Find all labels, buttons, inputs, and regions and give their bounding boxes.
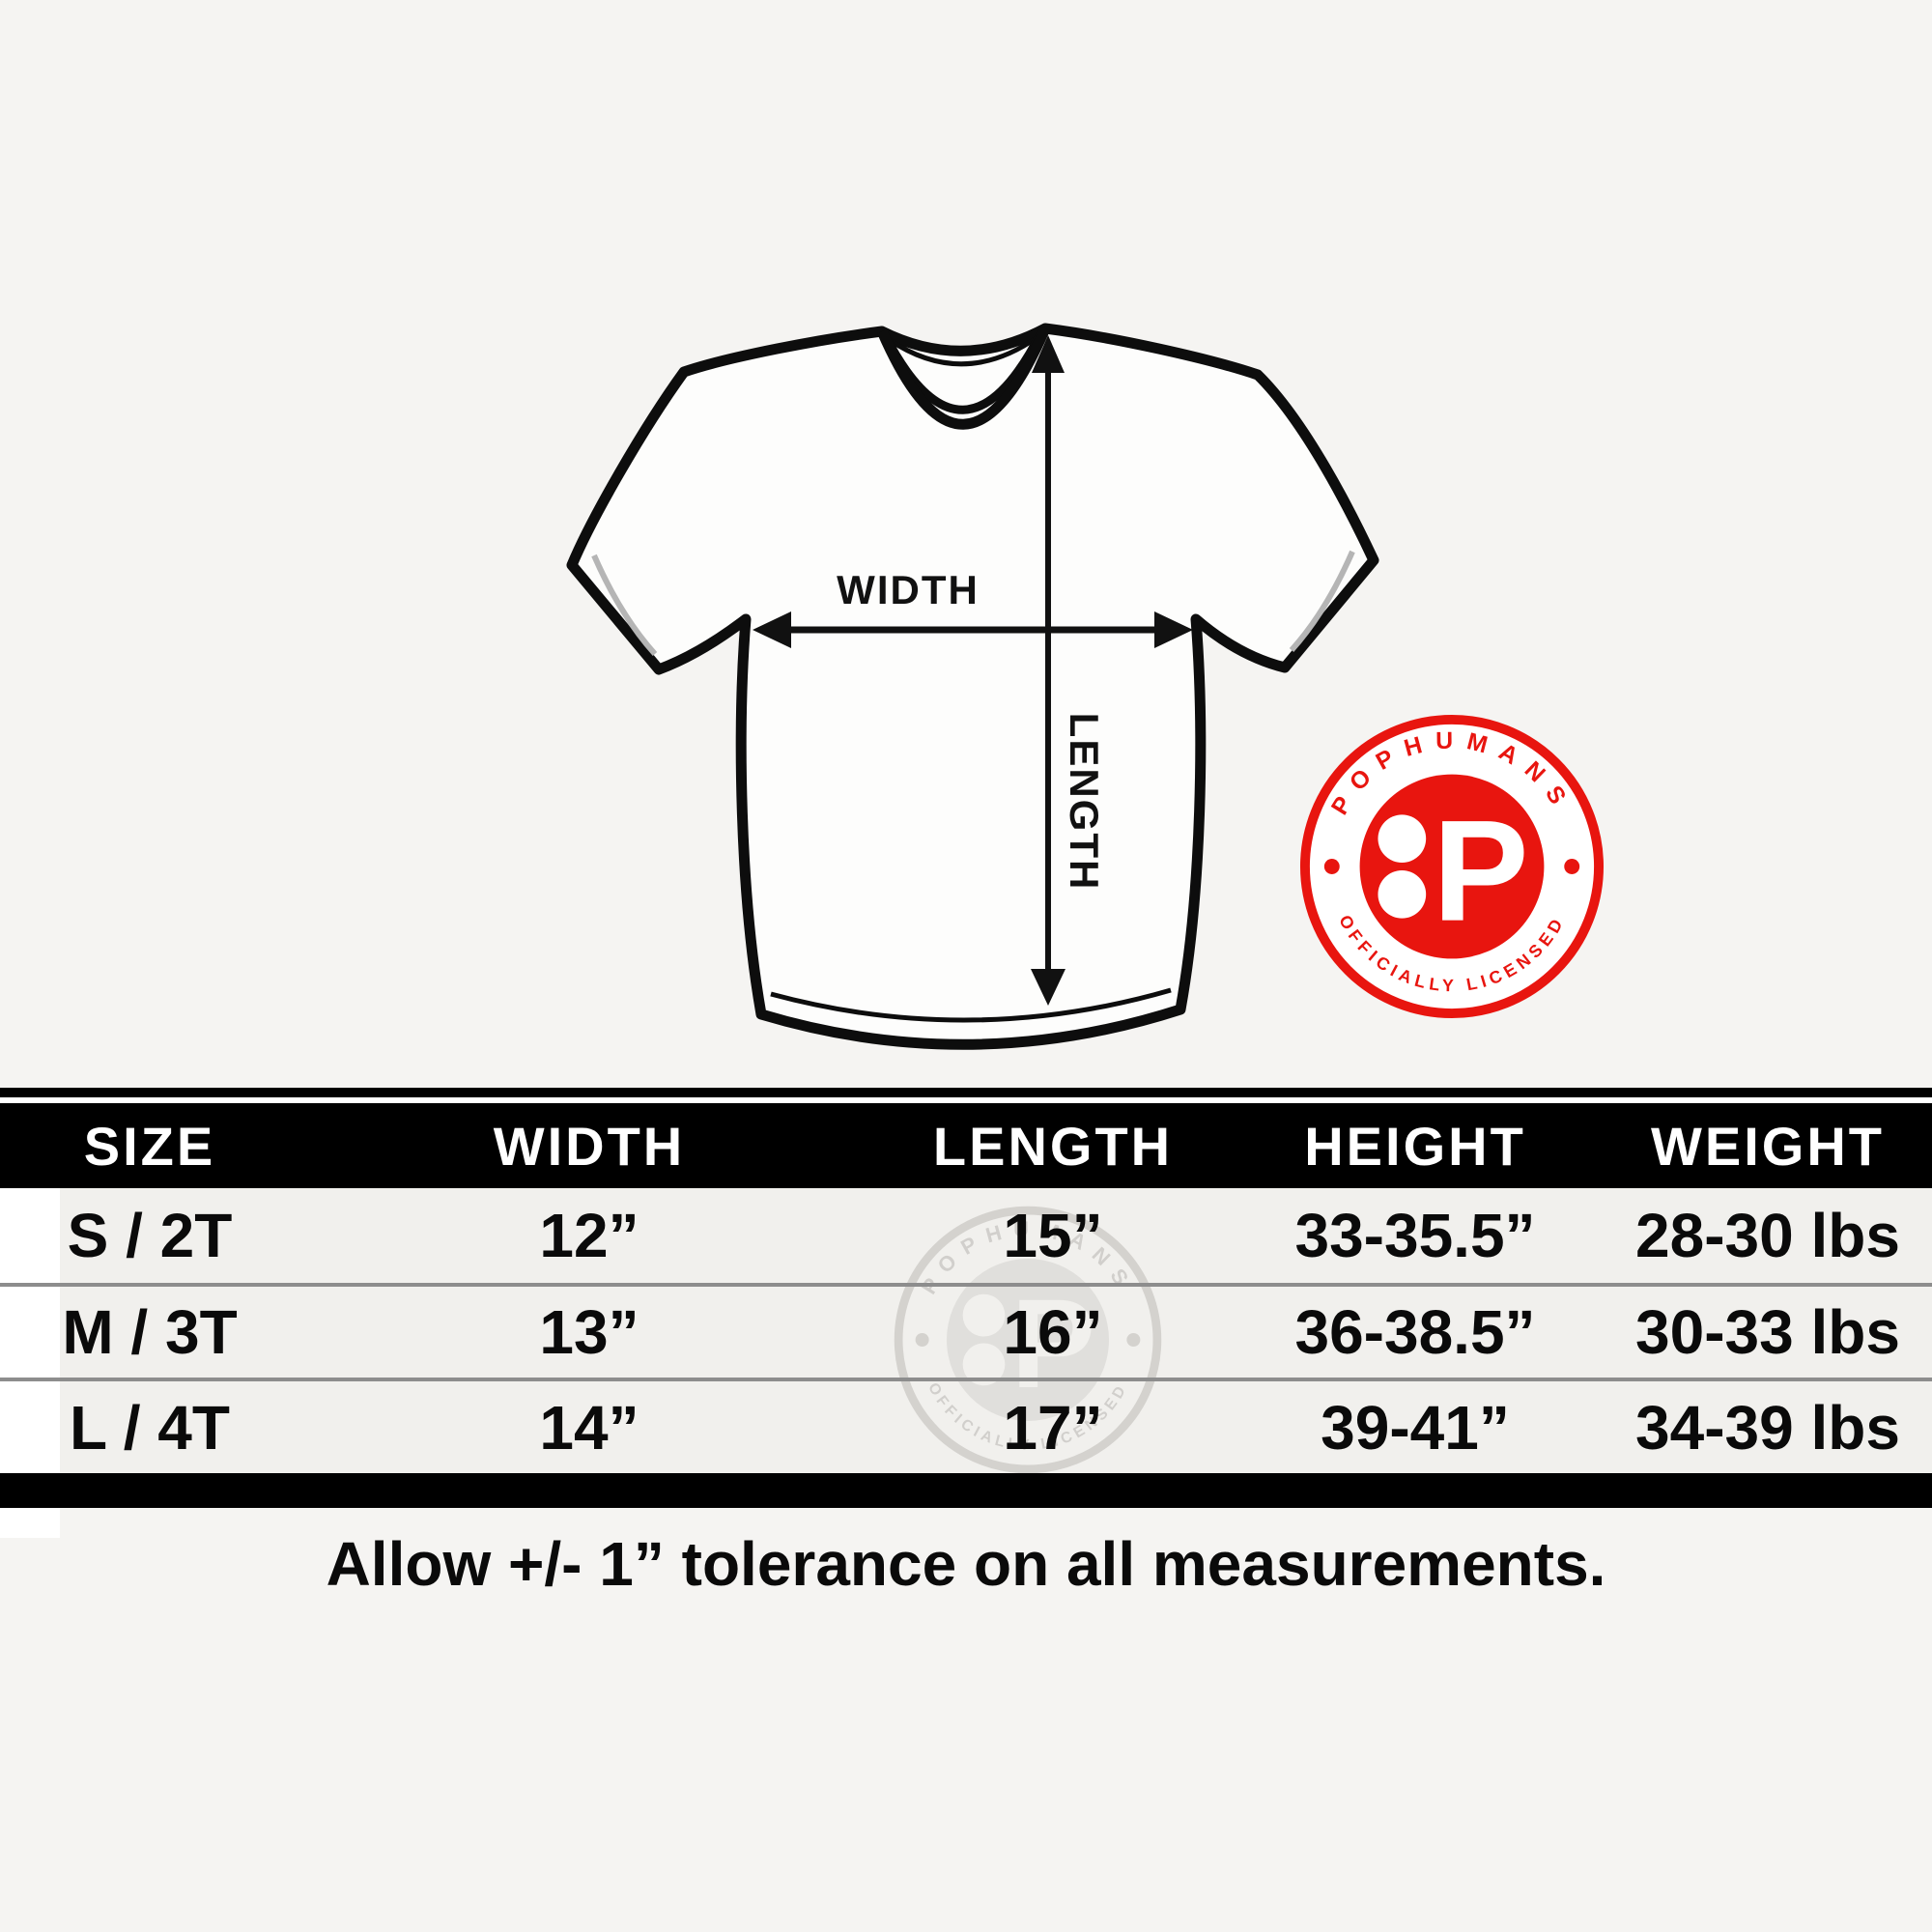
width-dimension-arrow xyxy=(753,611,1193,648)
tshirt-measurement-diagram: WIDTH LENGTH xyxy=(566,323,1379,1050)
cell-weight: 28-30 lbs xyxy=(1635,1201,1900,1270)
tshirt-outline xyxy=(566,323,1379,1050)
right-cuff-shading xyxy=(1289,550,1355,653)
cell-width: 13” xyxy=(539,1297,639,1367)
table-row-m3t: M / 3T 13” 16” 36-38.5” 30-33 lbs xyxy=(0,1287,1932,1378)
length-arrowhead-top xyxy=(1032,335,1065,373)
table-body: POPHUMANS OFFICIALLY LICENSED P S / 2T 1… xyxy=(0,1188,1932,1538)
badge-monogram-colon-dots xyxy=(1378,814,1427,919)
table-top-gap xyxy=(0,1097,1932,1103)
header-cell-height: HEIGHT xyxy=(1304,1115,1526,1177)
cell-height: 39-41” xyxy=(1321,1392,1510,1463)
size-chart-table: SIZE WIDTH LENGTH HEIGHT WEIGHT POPHUMAN… xyxy=(0,1088,1932,1538)
length-label: LENGTH xyxy=(1062,713,1107,892)
cell-length: 16” xyxy=(1003,1297,1103,1367)
width-label: WIDTH xyxy=(837,567,980,612)
table-top-keyline xyxy=(0,1088,1932,1097)
badge-ring-dot-left xyxy=(1323,859,1340,874)
cell-width: 12” xyxy=(539,1201,639,1270)
header-cell-width: WIDTH xyxy=(493,1115,686,1177)
cell-height: 36-38.5” xyxy=(1294,1297,1536,1367)
badge-ring-dot-right xyxy=(1564,859,1580,874)
cell-weight: 30-33 lbs xyxy=(1635,1297,1900,1367)
pophumans-badge: POPHUMANS OFFICIALLY LICENSED P xyxy=(1299,714,1605,1019)
cell-size: S / 2T xyxy=(67,1201,233,1270)
cell-length: 15” xyxy=(1003,1201,1103,1270)
table-row-s2t: S / 2T 12” 15” 33-35.5” 28-30 lbs xyxy=(0,1188,1932,1283)
watermark-monogram-p: P xyxy=(1011,1272,1096,1414)
table-bottom-bar xyxy=(0,1473,1932,1508)
badge-monogram-p: P xyxy=(1433,790,1528,952)
length-arrowhead-bottom xyxy=(1031,969,1065,1006)
cell-size: M / 3T xyxy=(62,1297,238,1367)
cell-weight: 34-39 lbs xyxy=(1635,1392,1900,1463)
watermark-ring-dot-right xyxy=(1126,1333,1141,1347)
header-cell-weight: WEIGHT xyxy=(1651,1115,1885,1177)
watermark-outer-ring xyxy=(894,1206,1162,1474)
tolerance-note: Allow +/- 1” tolerance on all measuremen… xyxy=(326,1529,1606,1599)
cell-length: 17” xyxy=(1003,1392,1103,1463)
collar-back-line xyxy=(888,334,1039,367)
width-arrowhead-right xyxy=(1154,611,1193,648)
width-arrowhead-left xyxy=(753,611,791,648)
watermark-ring-dot-left xyxy=(915,1333,929,1347)
header-cell-length: LENGTH xyxy=(932,1115,1174,1177)
cell-width: 14” xyxy=(539,1392,639,1463)
cell-size: L / 4T xyxy=(70,1392,230,1463)
cell-height: 33-35.5” xyxy=(1294,1201,1536,1270)
table-header-row: SIZE WIDTH LENGTH HEIGHT WEIGHT xyxy=(0,1103,1932,1188)
row-divider xyxy=(0,1283,1932,1287)
left-cuff-shading xyxy=(591,554,658,657)
table-row-l4t: L / 4T 14” 17” 39-41” 34-39 lbs xyxy=(0,1381,1932,1473)
row-divider xyxy=(0,1378,1932,1381)
header-cell-size: SIZE xyxy=(83,1115,216,1177)
watermark-monogram-colon-dots xyxy=(962,1293,1006,1386)
collar-neckline-outer xyxy=(876,326,1051,430)
length-dimension-arrow xyxy=(1031,335,1065,1006)
hem-stitch-line xyxy=(770,987,1172,1023)
